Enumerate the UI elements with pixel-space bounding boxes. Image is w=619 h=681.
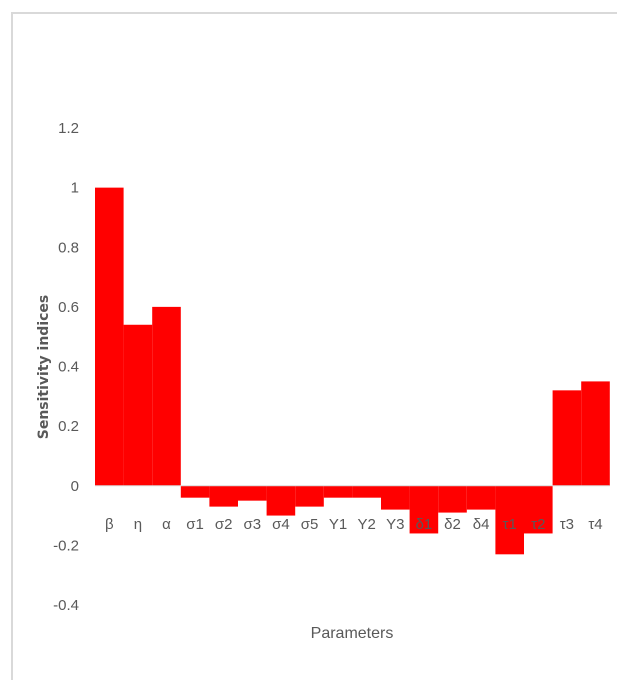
y-tick-label: 0.6	[58, 299, 79, 316]
bar-6	[266, 485, 296, 516]
x-category-label: σ2	[215, 516, 233, 533]
category-labels: β η α σ1 σ2 σ3 σ4 σ5 Υ1 Υ2 Υ3 δ1 δ2 δ4 τ1 τ2 τ3 τ4	[105, 516, 603, 533]
x-category-label: τ1	[503, 516, 517, 533]
bar-8	[323, 485, 353, 498]
bar-12	[438, 485, 467, 513]
x-category-label: Υ2	[358, 516, 376, 533]
bar-2	[152, 306, 181, 486]
y-tick-label: 1	[71, 180, 79, 197]
x-category-label: η	[134, 516, 142, 533]
bar-17	[581, 381, 610, 486]
x-category-label: σ4	[272, 516, 290, 533]
bar-1	[123, 324, 153, 486]
bars	[95, 187, 610, 555]
chart-frame	[11, 12, 617, 680]
bar-15	[524, 485, 553, 534]
x-category-label: β	[105, 516, 114, 533]
bar-11	[409, 485, 439, 534]
x-category-label: Υ3	[386, 516, 404, 533]
bar-5	[238, 485, 267, 501]
bar-4	[209, 485, 238, 507]
bar-3	[180, 485, 210, 498]
x-category-label: α	[162, 516, 171, 533]
y-axis-ticks: 1.2 1 0.8 0.6 0.4 0.2 0 -0.2 -0.4	[53, 120, 79, 614]
x-category-label: Υ1	[329, 516, 347, 533]
x-category-label: σ5	[301, 516, 319, 533]
bar-10	[381, 485, 410, 510]
y-axis-title: Sensitivity indices	[36, 295, 52, 440]
bar-13	[466, 485, 496, 510]
x-category-label: σ1	[186, 516, 204, 533]
y-tick-label: 0.8	[58, 239, 79, 256]
x-category-label: τ2	[531, 516, 545, 533]
bar-0	[95, 187, 124, 486]
bar-9	[352, 485, 381, 498]
bar-14	[495, 485, 524, 555]
x-category-label: δ1	[416, 516, 433, 533]
x-category-label: τ4	[588, 516, 602, 533]
x-category-label: δ2	[444, 516, 461, 533]
x-category-label: τ3	[560, 516, 574, 533]
y-tick-label: 0.4	[58, 359, 79, 376]
x-category-label: δ4	[473, 516, 490, 533]
bar-16	[552, 390, 582, 486]
x-category-label: σ3	[243, 516, 261, 533]
y-tick-label: 1.2	[58, 120, 79, 137]
y-tick-label: 0	[71, 478, 79, 495]
x-axis-title: Parameters	[311, 625, 394, 642]
bar-7	[295, 485, 324, 507]
y-tick-label: -0.2	[53, 537, 79, 554]
y-tick-label: -0.4	[53, 597, 79, 614]
y-tick-label: 0.2	[58, 418, 79, 435]
